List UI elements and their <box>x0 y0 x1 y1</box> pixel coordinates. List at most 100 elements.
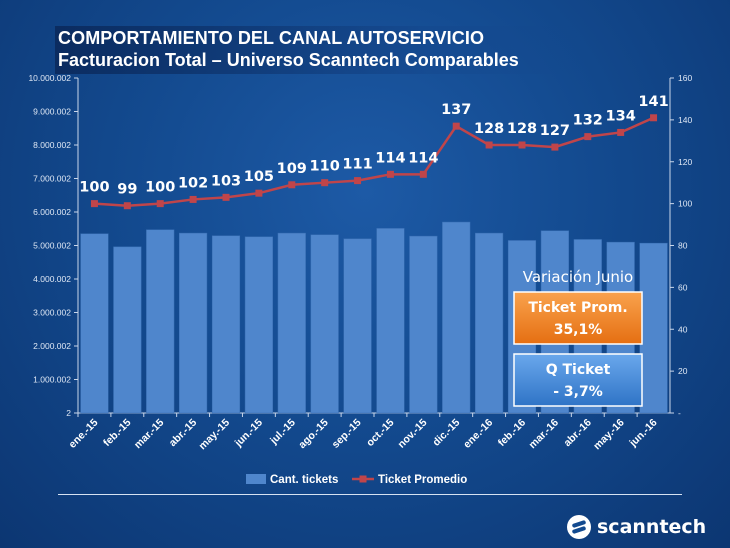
x-tick-label: ago.-15 <box>296 417 331 452</box>
line-point-ticket-promedio <box>156 200 164 208</box>
bar-cant-tickets <box>244 236 273 414</box>
x-tick-label: may.-16 <box>591 417 627 453</box>
callout-box-ticket-prom <box>513 291 643 345</box>
line-point-ticket-promedio <box>518 141 526 149</box>
legend-swatch-cant-tickets <box>246 474 266 484</box>
y-left-tick-label: 5.000.002 <box>33 241 71 251</box>
data-label-ticket-promedio: 114 <box>375 150 405 166</box>
x-tick-label: ene.-16 <box>461 417 495 451</box>
title-background <box>55 26 585 74</box>
y-left-tick-label: 2.000.002 <box>33 341 71 351</box>
bar-cant-tickets <box>113 246 142 414</box>
bar-cant-tickets <box>376 228 405 414</box>
y-right-tick-label: 80 <box>678 241 688 251</box>
x-tick-label: mar.-15 <box>132 417 167 452</box>
data-label-ticket-promedio: 134 <box>606 108 636 124</box>
y-left-tick-label: 8.000.002 <box>33 140 71 150</box>
data-label-ticket-promedio: 99 <box>117 182 137 198</box>
legend-label-cant-tickets: Cant. tickets <box>270 474 338 486</box>
line-point-ticket-promedio <box>419 170 427 178</box>
line-point-ticket-promedio <box>485 141 493 149</box>
line-point-ticket-promedio <box>189 195 197 203</box>
brand-logo-text: scanntech <box>597 516 707 538</box>
data-label-ticket-promedio: 128 <box>474 121 504 137</box>
data-label-ticket-promedio: 114 <box>408 150 438 166</box>
line-point-ticket-promedio <box>650 114 658 122</box>
scanntech-logo-icon <box>567 515 591 539</box>
line-point-ticket-promedio <box>288 181 296 189</box>
bar-cant-tickets <box>211 235 241 414</box>
data-label-ticket-promedio: 128 <box>507 121 537 137</box>
y-right-tick-label: 40 <box>678 324 688 334</box>
bar-cant-tickets <box>343 238 372 414</box>
y-right-tick-label: 60 <box>678 282 688 292</box>
line-point-ticket-promedio <box>222 193 230 201</box>
line-point-ticket-promedio <box>354 177 362 185</box>
line-point-ticket-promedio <box>123 202 131 210</box>
data-label-ticket-promedio: 109 <box>277 161 307 177</box>
bar-cant-tickets <box>277 232 306 414</box>
x-tick-label: may.-15 <box>197 417 233 453</box>
y-left-tick-label: 4.000.002 <box>33 274 71 284</box>
callout-value-q-ticket: - 3,7% <box>553 384 603 400</box>
callouts-group: Variación Junio Ticket Prom. 35,1% Q Ticket… <box>513 268 643 407</box>
x-tick-label: jul.-15 <box>267 417 298 448</box>
data-label-ticket-promedio: 137 <box>441 102 471 118</box>
bar-cant-tickets <box>442 221 471 414</box>
line-ticket-promedio <box>94 116 655 207</box>
bar-cant-tickets <box>475 232 504 414</box>
y-left-tick-label: 2 <box>66 408 71 418</box>
x-tick-label: abr.-15 <box>167 417 200 450</box>
line-point-ticket-promedio <box>584 133 592 141</box>
bar-cant-tickets <box>179 232 208 414</box>
y-left-tick-label: 7.000.002 <box>33 174 71 184</box>
x-tick-label: dic.-15 <box>430 417 462 449</box>
y-left-tick-label: 1.000.002 <box>33 375 71 385</box>
callout-label-q-ticket: Q Ticket <box>546 362 611 378</box>
callout-value-ticket-prom: 35,1% <box>554 322 603 338</box>
line-point-ticket-promedio <box>617 128 625 136</box>
data-label-ticket-promedio: 110 <box>310 159 340 175</box>
data-label-ticket-promedio: 127 <box>540 123 570 139</box>
callout-heading: Variación Junio <box>523 268 633 286</box>
data-label-ticket-promedio: 103 <box>211 173 241 189</box>
x-tick-label: mar.-16 <box>527 417 562 452</box>
data-label-ticket-promedio: 102 <box>178 175 208 191</box>
x-tick-label: jun.-16 <box>627 417 660 450</box>
line-point-ticket-promedio <box>452 122 460 130</box>
bar-cant-tickets <box>80 233 109 414</box>
legend-swatch-marker-ticket-promedio <box>359 475 367 483</box>
data-label-ticket-promedio: 111 <box>342 157 372 173</box>
bar-cant-tickets <box>639 242 668 414</box>
x-tick-label: sep.-15 <box>330 417 364 451</box>
y-left-tick-label: 3.000.002 <box>33 308 71 318</box>
line-point-ticket-promedio <box>551 143 559 151</box>
y-right-tick-label: 140 <box>678 115 692 125</box>
y-right-tick-label: 100 <box>678 199 692 209</box>
page-title: COMPORTAMIENTO DEL CANAL AUTOSERVICIO <box>58 28 485 48</box>
data-label-ticket-promedio: 105 <box>244 169 274 185</box>
y-left-tick-label: 9.000.002 <box>33 107 71 117</box>
y-right-tick-label: 160 <box>678 73 692 83</box>
x-tick-label: jun.-15 <box>232 417 265 450</box>
y-right-tick-label: 20 <box>678 366 688 376</box>
line-point-ticket-promedio <box>321 179 329 187</box>
line-point-ticket-promedio <box>90 200 98 208</box>
x-tick-label: feb.-15 <box>101 417 134 450</box>
y-right-tick-label: - <box>678 408 681 418</box>
y-left-tick-label: 10.000.002 <box>28 73 71 83</box>
page-subtitle: Facturacion Total – Universo Scanntech C… <box>58 50 519 70</box>
callout-box-q-ticket <box>513 353 643 407</box>
data-label-ticket-promedio: 141 <box>638 94 668 110</box>
line-point-ticket-promedio <box>386 170 394 178</box>
x-tick-label: nov.-15 <box>396 417 430 451</box>
brand-logo: scanntech <box>567 512 706 542</box>
x-tick-label: feb.-16 <box>496 417 529 450</box>
data-label-ticket-promedio: 132 <box>573 113 603 129</box>
data-label-ticket-promedio: 100 <box>79 180 109 196</box>
line-point-ticket-promedio <box>255 189 263 197</box>
x-tick-label: ene.-15 <box>66 417 100 451</box>
data-label-ticket-promedio: 100 <box>145 180 175 196</box>
